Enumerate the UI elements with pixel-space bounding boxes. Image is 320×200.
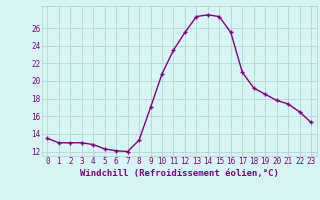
X-axis label: Windchill (Refroidissement éolien,°C): Windchill (Refroidissement éolien,°C): [80, 169, 279, 178]
